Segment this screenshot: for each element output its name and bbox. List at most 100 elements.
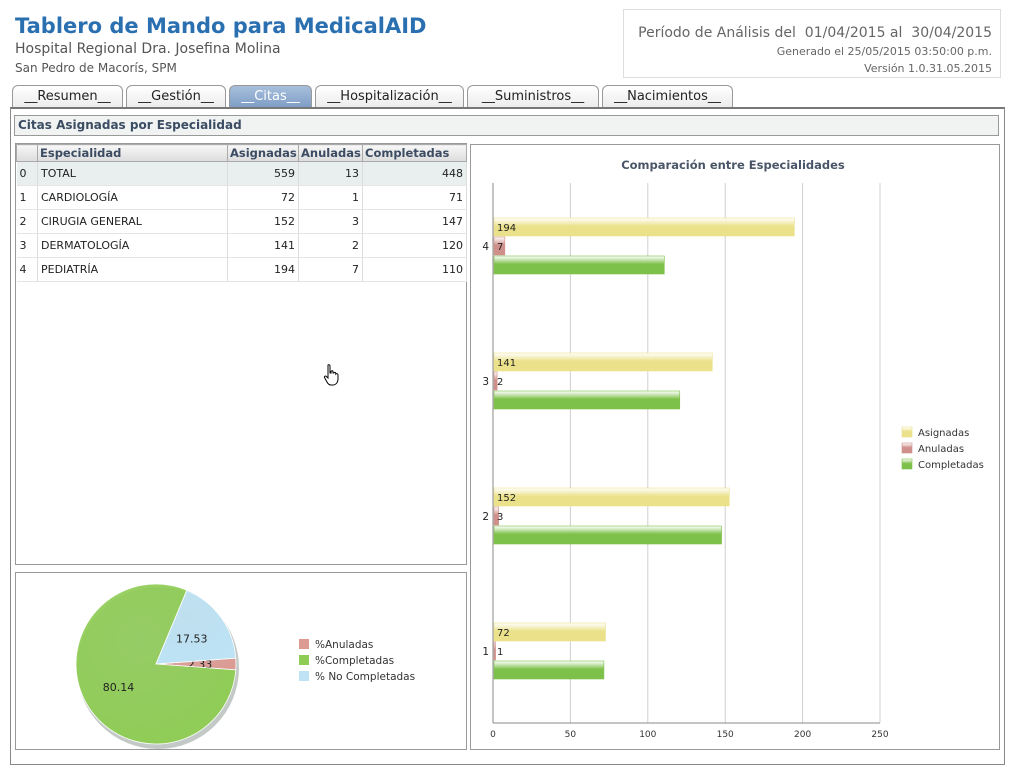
legend-label: %Anuladas (315, 639, 373, 651)
row-especialidad: CIRUGIA GENERAL (37, 209, 228, 234)
x-tick-label: 250 (871, 730, 888, 740)
row-index: 1 (16, 185, 38, 210)
row-anuladas: 13 (298, 161, 363, 186)
row-especialidad: CARDIOLOGÍA (37, 185, 228, 210)
row-especialidad: TOTAL (37, 161, 228, 186)
legend-label: % No Completadas (315, 671, 415, 683)
hospital-name: Hospital Regional Dra. Josefina Molina (15, 41, 281, 57)
report-info-box: Período de Análisis del 01/04/2015 al 30… (623, 9, 1001, 78)
row-index: 0 (16, 161, 38, 186)
analysis-period: Período de Análisis del 01/04/2015 al 30… (638, 25, 992, 41)
table-row[interactable]: 1 CARDIOLOGÍA 72 1 71 (16, 185, 467, 210)
bar (493, 255, 665, 275)
bar-value-label: 194 (497, 223, 516, 234)
legend-swatch (901, 426, 913, 438)
row-especialidad: PEDIATRÍA (37, 257, 228, 282)
column-header-anuladas[interactable]: Anuladas (298, 144, 363, 162)
row-completadas: 147 (362, 209, 467, 234)
tab-resumen[interactable]: __Resumen__ (12, 85, 123, 107)
bar (493, 371, 498, 391)
row-index: 3 (16, 233, 38, 258)
row-asignadas: 194 (227, 257, 299, 282)
pie-slice (155, 589, 237, 665)
tab-nacimientos[interactable]: __Nacimientos__ (602, 85, 733, 107)
x-tick-label: 50 (565, 730, 577, 740)
tab-gestion[interactable]: __Gestión__ (126, 85, 226, 107)
bar-chart-panel: Comparación entre Especialidades 0 50 100 15… (470, 144, 1000, 750)
category-label: 2 (482, 511, 489, 523)
bar (493, 390, 681, 410)
legend-swatch (299, 671, 309, 681)
legend-swatch (901, 458, 913, 470)
bar-value-label: 7 (497, 242, 503, 253)
column-header-index[interactable] (16, 144, 38, 162)
x-tick-label: 100 (639, 730, 656, 740)
row-anuladas: 1 (298, 185, 363, 210)
row-completadas: 448 (362, 161, 467, 186)
bar-value-label: 2 (497, 377, 503, 388)
category-label: 1 (482, 646, 489, 658)
legend-label: %Completadas (315, 655, 394, 667)
bar (493, 525, 722, 545)
tab-citas[interactable]: __Citas__ (229, 85, 312, 107)
bar (493, 641, 496, 661)
bar-value-label: 152 (497, 493, 516, 504)
column-header-asignadas[interactable]: Asignadas (227, 144, 299, 162)
hand-pointer-icon (323, 364, 339, 386)
generated-timestamp: Generado el 25/05/2015 03:50:00 p.m. (776, 45, 992, 58)
legend-swatch (299, 655, 309, 665)
bar-value-label: 72 (497, 628, 510, 639)
tab-bar-divider (10, 107, 1005, 109)
row-completadas: 71 (362, 185, 467, 210)
bar (493, 506, 499, 526)
tab-suministros[interactable]: __Suministros__ (467, 85, 599, 107)
tab-hospitalizacion[interactable]: __Hospitalización__ (315, 85, 464, 107)
pie-value-label: 17.53 (176, 632, 208, 645)
row-index: 4 (16, 257, 38, 282)
x-tick-label: 200 (794, 730, 811, 740)
specialty-table-panel: Especialidad Asignadas Anuladas Completa… (15, 143, 467, 565)
table-row[interactable]: 2 CIRUGIA GENERAL 152 3 147 (16, 209, 467, 234)
tab-content-frame (10, 108, 1005, 765)
column-header-especialidad[interactable]: Especialidad (37, 144, 228, 162)
bar (493, 660, 605, 680)
version-label: Versión 1.0.31.05.2015 (864, 62, 992, 75)
chart-title: Comparación entre Especialidades (621, 158, 845, 172)
table-row-total[interactable]: 0 TOTAL 559 13 448 (16, 161, 467, 186)
table-row[interactable]: 3 DERMATOLOGÍA 141 2 120 (16, 233, 467, 258)
row-completadas: 110 (362, 257, 467, 282)
app-title: Tablero de Mando para MedicalAID (15, 14, 427, 38)
row-anuladas: 2 (298, 233, 363, 258)
bar (493, 352, 713, 372)
column-header-completadas[interactable]: Completadas (362, 144, 467, 162)
bar-value-label: 1 (497, 647, 503, 658)
row-asignadas: 559 (227, 161, 299, 186)
row-especialidad: DERMATOLOGÍA (37, 233, 228, 258)
x-tick-label: 150 (717, 730, 734, 740)
category-label: 4 (482, 241, 489, 253)
specialty-table: Especialidad Asignadas Anuladas Completa… (16, 144, 467, 282)
legend-swatch (299, 639, 309, 649)
row-index: 2 (16, 209, 38, 234)
bar (493, 622, 606, 642)
legend-label: Completadas (918, 460, 984, 471)
legend-label: Anuladas (918, 444, 964, 455)
pie-value-label: 80.14 (103, 681, 135, 694)
hospital-location: San Pedro de Macorís, SPM (15, 61, 177, 75)
legend-swatch (901, 442, 913, 454)
row-asignadas: 72 (227, 185, 299, 210)
bar-chart: Comparación entre Especialidades 0 50 100 15… (482, 158, 984, 740)
x-tick-label: 0 (490, 730, 496, 740)
bar-value-label: 141 (497, 358, 516, 369)
bar (493, 217, 795, 237)
bar (493, 236, 506, 256)
bar (493, 487, 730, 507)
table-row[interactable]: 4 PEDIATRÍA 194 7 110 (16, 257, 467, 282)
row-asignadas: 152 (227, 209, 299, 234)
row-completadas: 120 (362, 233, 467, 258)
category-label: 3 (482, 376, 489, 388)
pie-chart-panel: 2.33 80.14 17.53 %Anuladas %Completadas% No … (15, 572, 467, 750)
section-title: Citas Asignadas por Especialidad (14, 115, 999, 136)
bar-value-label: 3 (497, 512, 503, 523)
